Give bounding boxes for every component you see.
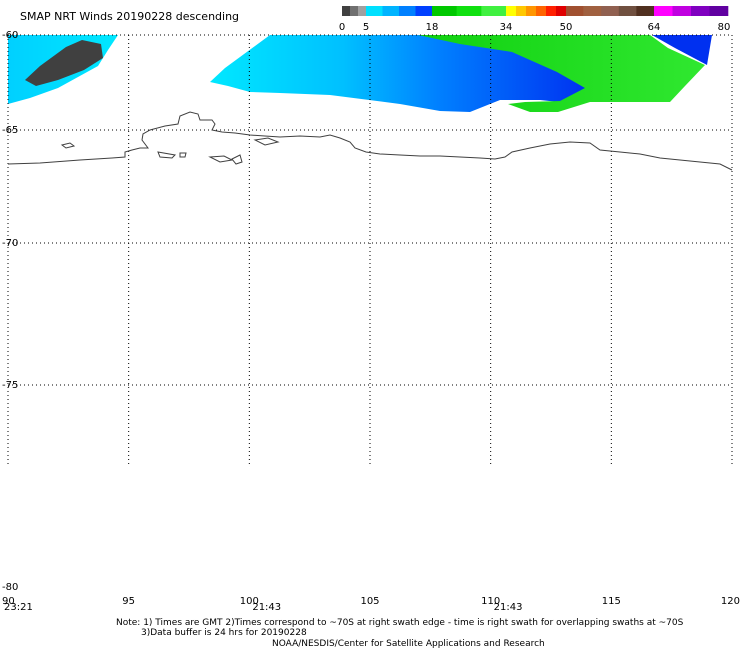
colorbar-tick-label: 64	[648, 22, 661, 33]
colorbar-tick-label: 0	[339, 22, 345, 33]
lon-label: 105	[360, 596, 379, 607]
colorbar-swatch	[584, 6, 602, 16]
footer-note-1: Note: 1) Times are GMT 2)Times correspon…	[116, 618, 684, 628]
footer-note-2: 3)Data buffer is 24 hrs for 20190228	[141, 628, 307, 638]
colorbar-swatch	[481, 6, 506, 16]
time-labels: 23:21 21:43 21:43	[4, 602, 522, 613]
colorbar-swatch	[506, 6, 516, 16]
colorbar-swatch	[457, 6, 482, 16]
colorbar-swatch	[654, 6, 673, 16]
colorbar-swatch	[516, 6, 526, 16]
colorbar-swatch	[546, 6, 556, 16]
swath-time-label: 21:43	[252, 602, 281, 613]
colorbar-tick-label: 5	[363, 22, 369, 33]
colorbar-swatch	[601, 6, 619, 16]
lon-label: 120	[721, 596, 740, 607]
colorbar-swatch	[619, 6, 637, 16]
colorbar-swatch	[673, 6, 692, 16]
lat-label: -70	[2, 238, 18, 249]
lat-label: -80	[2, 582, 18, 593]
coast-island	[62, 143, 74, 148]
footer-credit: NOAA/NESDIS/Center for Satellite Applica…	[272, 639, 545, 649]
coast-inlet-1	[158, 152, 175, 158]
lat-label: -60	[2, 30, 18, 41]
colorbar-swatch	[536, 6, 546, 16]
colorbar-tick-label: 34	[500, 22, 513, 33]
colorbar-swatch	[710, 6, 729, 16]
colorbar-swatch	[399, 6, 416, 16]
colorbar-swatch	[432, 6, 457, 16]
lon-label: 95	[122, 596, 135, 607]
colorbar-swatch	[342, 6, 350, 16]
colorbar-swatch	[556, 6, 566, 16]
swath-time-label: 21:43	[494, 602, 523, 613]
colorbar-ticks: 0 5 18 34 50 64 80	[339, 22, 731, 33]
colorbar-swatch	[383, 6, 400, 16]
colorbar-tick-label: 80	[718, 22, 731, 33]
lat-label: -75	[2, 380, 18, 391]
coast-inlet-2	[210, 156, 232, 162]
colorbar-swatch	[416, 6, 433, 16]
colorbar-swatch	[350, 6, 358, 16]
colorbar-swatch	[566, 6, 584, 16]
lat-labels: -60 -65 -70 -75 -80	[2, 30, 18, 593]
colorbar-swatch	[636, 6, 654, 16]
wind-swaths	[8, 35, 712, 112]
coastline	[8, 112, 732, 170]
lat-label: -65	[2, 125, 18, 136]
colorbar-tick-label: 50	[560, 22, 573, 33]
colorbar-tick-label: 18	[426, 22, 439, 33]
colorbar	[342, 6, 728, 16]
antarctic-coast	[8, 112, 732, 170]
lon-label: 115	[602, 596, 621, 607]
lon-labels: 90 95 100 105 110 115 120	[2, 596, 740, 607]
coast-inlet-4	[255, 138, 278, 145]
coast-inlet-5	[180, 153, 186, 157]
colorbar-swatch	[526, 6, 536, 16]
colorbar-swatch	[691, 6, 710, 16]
coast-inlet-3	[232, 155, 242, 164]
swath-time-label: 23:21	[4, 602, 33, 613]
colorbar-swatch	[358, 6, 366, 16]
colorbar-swatch	[366, 6, 383, 16]
map-title: SMAP NRT Winds 20190228 descending	[20, 10, 239, 23]
